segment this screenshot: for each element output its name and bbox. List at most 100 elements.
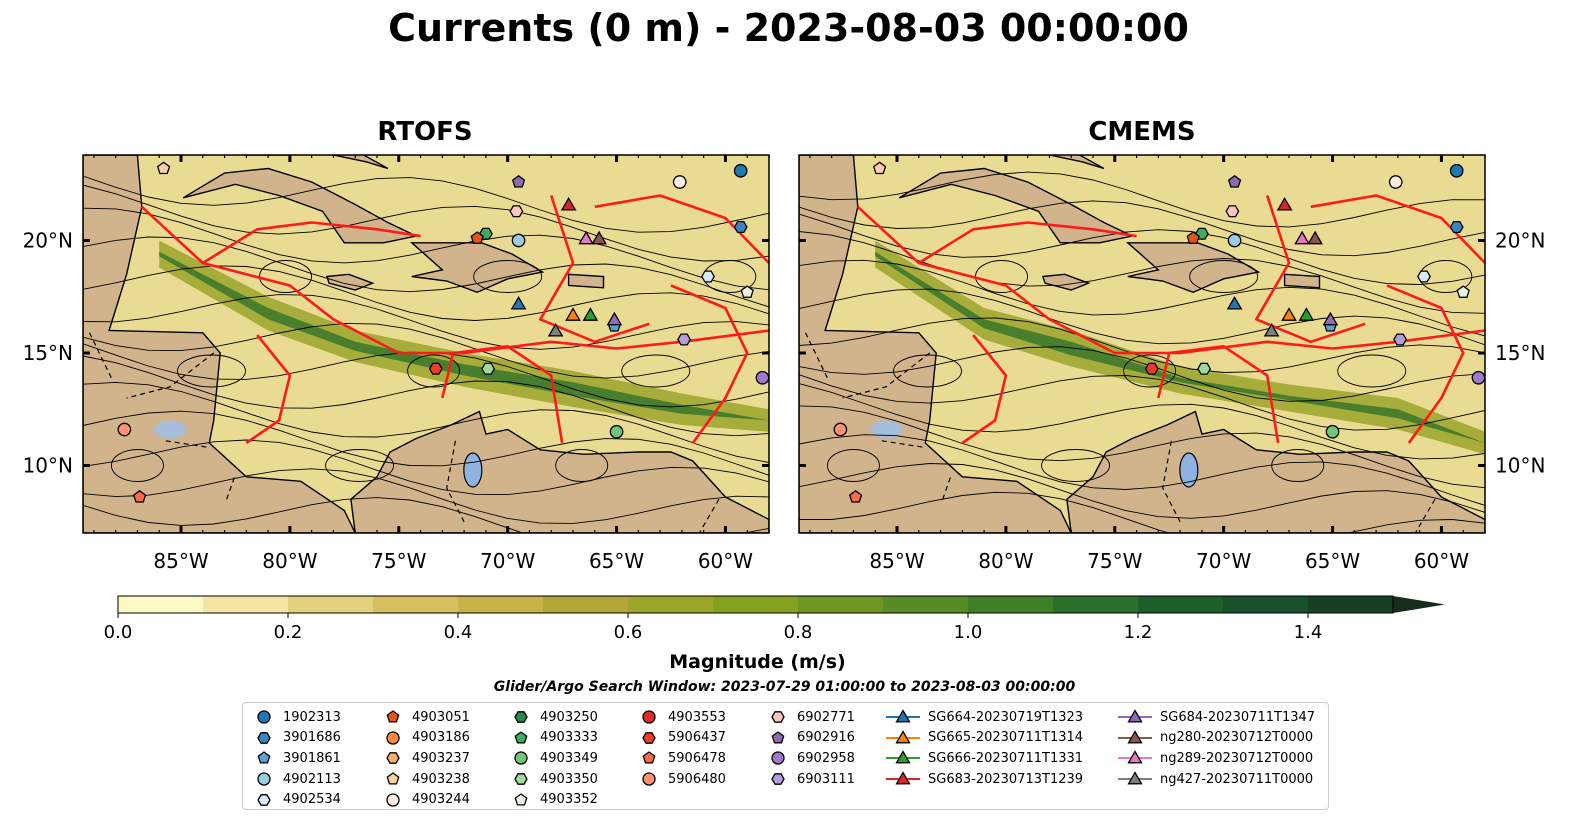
legend-item: 6902916 <box>765 728 855 749</box>
legend-column: 1902313 3901686 3901861 4902113 4902534 <box>251 707 341 810</box>
legend-item: 3901686 <box>251 728 341 749</box>
map-marker-5906480 <box>117 422 132 437</box>
map-marker-6902916 <box>1227 174 1242 188</box>
legend-column: 4903553 5906437 5906478 5906480 <box>636 707 726 789</box>
map-marker-SG683-20230713T1239 <box>1276 197 1293 211</box>
x-tick-label: 80°W <box>262 549 317 573</box>
x-tick-label: 85°W <box>153 549 208 573</box>
legend-item: 5906478 <box>636 748 726 769</box>
map-marker-SG684-20230711T1347 <box>1322 311 1339 326</box>
legend-marker-icon <box>514 751 528 766</box>
map-marker-4903244 <box>1388 175 1403 189</box>
country-border <box>1414 498 1436 533</box>
map-marker-SG684-20230711T1347 <box>606 311 623 326</box>
legend-label: 5906437 <box>668 730 726 746</box>
colorbar-tick-label: 0.8 <box>784 622 813 643</box>
map-marker-ng427-20230711T0000 <box>1263 323 1280 337</box>
legend-item: 4903051 <box>380 707 470 728</box>
colorbar-segment <box>458 596 544 613</box>
map-marker-ng280-20230712T0000 <box>1307 230 1323 245</box>
legend-marker-icon <box>886 771 920 785</box>
colorbar-segment <box>968 596 1054 613</box>
x-tick-label: 70°W <box>480 549 535 573</box>
eez-boundary <box>245 334 292 445</box>
map-marker-SG666-20230711T1331 <box>582 307 599 321</box>
map-marker-5906478 <box>848 489 863 503</box>
legend-label: 4902113 <box>283 771 341 787</box>
lake-maracaibo <box>1179 452 1199 488</box>
legend-label: SG684-20230711T1347 <box>1160 709 1316 725</box>
colorbar-segment <box>883 596 969 613</box>
country-border <box>698 498 720 533</box>
land-mass <box>1041 273 1091 291</box>
legend-label: 4903250 <box>540 709 598 725</box>
map-marker-4902534 <box>701 270 715 283</box>
legend-item: 6902771 <box>765 707 855 728</box>
map-marker-6903111 <box>677 333 692 346</box>
legend-marker-icon <box>642 772 656 786</box>
legend-item: 4903250 <box>508 707 598 728</box>
eez-boundary <box>538 195 650 344</box>
map-marker-4903238 <box>872 161 887 175</box>
legend-marker-icon <box>771 773 785 785</box>
legend-item: 4903333 <box>508 728 598 749</box>
y-tick-label: 20°N <box>23 229 73 253</box>
map-marker-5906437 <box>1144 362 1159 375</box>
country-border <box>446 440 465 523</box>
legend-label: 3901686 <box>283 730 341 746</box>
legend-item: 4903553 <box>636 707 726 728</box>
eez-boundary <box>441 345 564 444</box>
legend-marker-icon <box>771 711 785 724</box>
colorbar-segment <box>203 596 289 613</box>
eez-boundary <box>856 205 1485 355</box>
legend-item: ng280-20230712T0000 <box>1116 728 1315 749</box>
legend-marker-icon <box>257 732 271 744</box>
map-panel-cmems: 85°W 80°W 75°W 70°W 65°W 60°W 20°N 15°N 10°N <box>798 154 1545 573</box>
legend-label: 5906480 <box>668 771 726 787</box>
legend-item: 4903238 <box>380 769 470 790</box>
map-marker-4902113 <box>511 233 526 248</box>
legend-marker-icon <box>642 732 656 744</box>
y-tick-label: 15°N <box>1495 341 1545 365</box>
colorbar-tick-label: 0.0 <box>104 622 133 643</box>
legend-label: 4903553 <box>668 709 726 725</box>
map-marker-ng289-20230712T0000 <box>578 230 594 245</box>
map-marker-3901686 <box>1449 220 1464 234</box>
map-marker-4903244 <box>672 175 687 189</box>
x-tick-label: 85°W <box>869 549 924 573</box>
map-marker-SG664-20230719T1323 <box>510 296 527 310</box>
colorbar-segment <box>373 596 459 613</box>
y-tick-label: 10°N <box>23 454 73 478</box>
legend-item: ng289-20230712T0000 <box>1116 748 1315 769</box>
legend-item: SG665-20230711T1314 <box>884 728 1083 749</box>
eez-boundary <box>1157 345 1280 444</box>
legend-marker-icon <box>257 710 271 724</box>
map-marker-6902771 <box>509 205 524 218</box>
colorbar-segment <box>1223 596 1309 613</box>
legend-label: SG665-20230711T1314 <box>928 730 1084 746</box>
legend-label: SG666-20230711T1331 <box>928 750 1084 766</box>
map-marker-4903350 <box>1197 362 1212 375</box>
streamlines <box>799 171 1485 533</box>
land-mass <box>83 155 356 533</box>
legend-label: ng427-20230711T0000 <box>1160 771 1314 787</box>
figure-title: Currents (0 m) - 2023-08-03 00:00:00 <box>388 6 1189 50</box>
legend-item: 4903349 <box>508 748 598 769</box>
x-tick-label: 65°W <box>1305 549 1360 573</box>
map-marker-6902916 <box>511 174 526 188</box>
map-marker-5906478 <box>132 489 147 503</box>
country-border <box>881 440 926 449</box>
legend-item: SG683-20230713T1239 <box>884 769 1083 790</box>
legend-item: 6903111 <box>765 769 855 790</box>
legend-label: 4903186 <box>412 730 470 746</box>
legend-item: 4903244 <box>380 789 470 810</box>
legend-marker-icon <box>514 773 528 785</box>
eez-boundary <box>1386 284 1465 444</box>
legend-column: SG684-20230711T1347 ng280-20230712T0000 ng… <box>1116 707 1315 789</box>
map-marker-3901686 <box>733 220 748 234</box>
colorbar-segment <box>713 596 799 613</box>
map-marker-4902113 <box>1227 233 1242 248</box>
land-mass <box>409 242 545 294</box>
legend-item: 6902958 <box>765 748 855 769</box>
lake-maracaibo <box>463 452 483 488</box>
